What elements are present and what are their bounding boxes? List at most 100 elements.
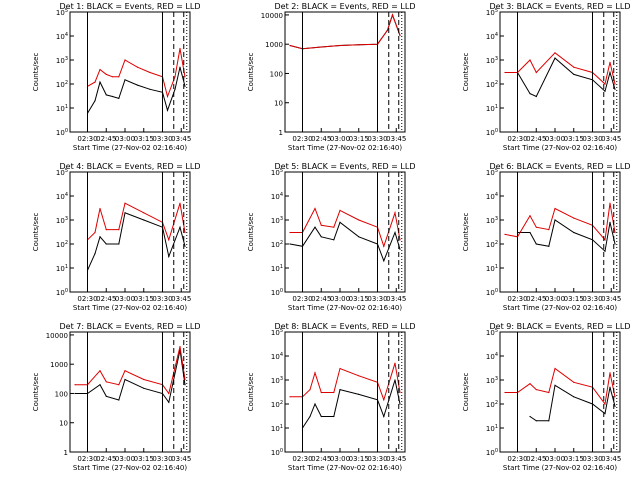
y-tick-label: 1000 — [265, 41, 283, 49]
data-point — [604, 250, 606, 252]
panel-title: Det 1: BLACK = Events, RED = LLD — [60, 2, 201, 11]
data-point — [399, 239, 401, 241]
data-point — [99, 81, 101, 83]
y-tick-label: 10 — [59, 420, 68, 428]
y-axis-label: Counts/sec — [32, 53, 40, 92]
data-point — [99, 207, 101, 210]
x-axis-label: Start Time (27-Nov-02 02:16:40) — [503, 464, 617, 472]
panel-det-6: Det 6: BLACK = Events, RED = LLD 100 101 10… — [462, 162, 630, 312]
data-point — [609, 372, 611, 374]
data-point — [554, 219, 556, 221]
y-tick-label: 100 — [270, 70, 283, 78]
series-events — [87, 212, 186, 271]
data-point — [111, 95, 114, 98]
x-tick-label: 02:30 — [507, 135, 527, 143]
y-tick-label: 101 — [486, 264, 498, 273]
data-point — [184, 76, 186, 78]
data-point — [529, 93, 531, 95]
x-tick-label: 03:45 — [601, 135, 621, 143]
data-point — [320, 415, 322, 418]
data-point — [394, 212, 396, 214]
data-point — [358, 393, 360, 395]
data-point — [184, 384, 186, 386]
series-lld — [87, 202, 186, 242]
data-point — [124, 378, 126, 381]
x-tick-label: 03:00 — [545, 295, 565, 303]
data-point — [314, 207, 316, 210]
data-point — [174, 88, 176, 90]
y-tick-label: 101 — [271, 424, 283, 433]
x-tick-label: 03:45 — [386, 135, 406, 143]
panel-title: Det 6: BLACK = Events, RED = LLD — [490, 162, 631, 171]
data-point — [339, 389, 341, 391]
data-point — [105, 243, 107, 245]
plot-frame — [69, 331, 191, 453]
data-point — [143, 387, 145, 389]
y-tick-label: 105 — [486, 328, 498, 337]
series-lld — [505, 52, 616, 85]
y-tick-label: 104 — [486, 32, 498, 41]
data-point — [333, 239, 335, 241]
y-tick-label: 1 — [279, 129, 283, 137]
panel-title: Det 2: BLACK = Events, RED = LLD — [275, 2, 416, 11]
x-tick-label: 02:45 — [311, 295, 331, 303]
data-point — [399, 403, 401, 405]
data-point — [320, 224, 322, 226]
series-lld — [289, 13, 401, 50]
series-events — [289, 13, 401, 50]
x-tick-label: 03:15 — [564, 295, 584, 303]
x-tick-label: 03:00 — [115, 135, 135, 143]
data-point — [309, 389, 311, 391]
y-tick-label: 104 — [271, 192, 283, 201]
x-tick-label: 03:00 — [545, 135, 565, 143]
data-point — [314, 226, 316, 228]
data-point — [614, 88, 616, 90]
data-point — [105, 94, 107, 96]
data-point — [99, 370, 101, 372]
plot-frame — [499, 11, 621, 133]
data-point — [314, 403, 316, 405]
series-events — [289, 221, 401, 263]
panel-title: Det 5: BLACK = Events, RED = LLD — [275, 162, 416, 171]
data-point — [333, 226, 335, 228]
y-tick-label: 100 — [271, 448, 283, 457]
data-point — [289, 44, 291, 47]
data-point — [609, 386, 611, 388]
y-tick-label: 103 — [56, 56, 68, 65]
data-point — [504, 233, 506, 235]
x-tick-label: 03:45 — [171, 455, 191, 463]
y-tick-label: 100 — [55, 390, 68, 398]
data-point — [573, 73, 575, 75]
y-tick-label: 105 — [486, 168, 498, 177]
y-axis-label: Counts/sec — [462, 213, 470, 252]
data-point — [614, 243, 616, 245]
plot-frame — [69, 171, 191, 293]
plot-frame — [284, 11, 406, 133]
data-point — [184, 85, 186, 87]
y-tick-label: 100 — [486, 448, 498, 457]
data-point — [105, 395, 107, 397]
x-tick-label: 03:00 — [115, 295, 135, 303]
x-tick-label: 03:45 — [601, 455, 621, 463]
data-point — [614, 83, 616, 85]
y-tick-label: 105 — [56, 8, 68, 17]
data-point — [604, 239, 606, 241]
data-point — [548, 229, 550, 231]
data-point — [99, 69, 101, 71]
panel-title: Det 8: BLACK = Events, RED = LLD — [275, 322, 416, 331]
data-point — [504, 71, 506, 74]
y-axis-label: Counts/sec — [462, 53, 470, 92]
data-point — [118, 243, 120, 245]
data-point — [529, 383, 531, 385]
x-tick-label: 02:45 — [526, 455, 546, 463]
x-tick-label: 02:30 — [507, 455, 527, 463]
data-point — [111, 76, 114, 78]
y-tick-label: 100 — [56, 128, 68, 137]
data-point — [168, 255, 170, 258]
data-point — [548, 245, 550, 247]
data-point — [179, 346, 181, 348]
y-tick-label: 103 — [56, 216, 68, 225]
y-tick-label: 100 — [56, 288, 68, 297]
data-point — [554, 367, 556, 370]
x-tick-label: 03:45 — [171, 135, 191, 143]
